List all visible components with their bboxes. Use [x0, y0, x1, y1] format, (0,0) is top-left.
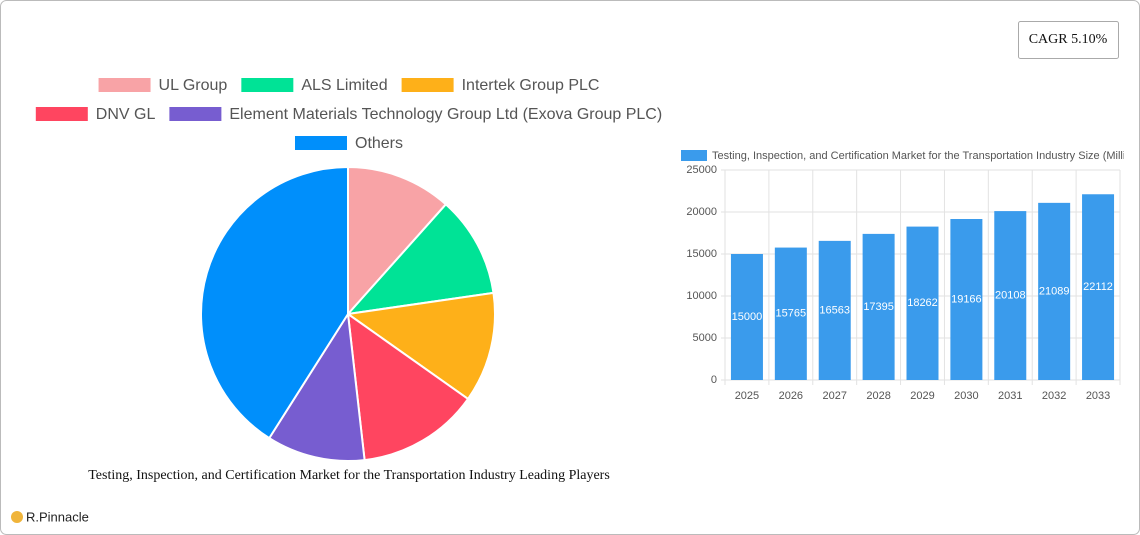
data-label: 15000 [732, 311, 763, 323]
bar [906, 226, 939, 380]
x-tick-label: 2025 [735, 390, 759, 402]
pie-slice [347, 165, 448, 317]
brand-icon [11, 511, 23, 523]
pie-slice [346, 311, 470, 462]
y-tick-label: 15000 [686, 248, 717, 260]
legend-swatch [98, 78, 151, 92]
data-label: 16563 [819, 304, 850, 316]
bar [730, 254, 763, 380]
pie-slice [345, 202, 495, 316]
pie-title: Testing, Inspection, and Certification M… [88, 468, 610, 483]
brand-text: R.Pinnacle [26, 509, 89, 524]
x-tick-label: 2027 [822, 390, 846, 402]
legend-label: UL Group [159, 77, 228, 94]
data-label: 21089 [1039, 285, 1070, 297]
legend-swatch [681, 150, 707, 161]
cagr-badge [1018, 21, 1119, 59]
legend-swatch [35, 107, 88, 121]
legend: Testing, Inspection, and Certification M… [712, 150, 1140, 162]
x-tick-label: 2032 [1042, 390, 1066, 402]
legend-row: DNV GL Element Materials Technology Group… [35, 106, 662, 123]
x-tick-label: 2030 [954, 390, 978, 402]
y-tick-label: 0 [711, 374, 717, 386]
x-tick-label: 2028 [866, 390, 890, 402]
bar [862, 233, 895, 380]
pie-slice [200, 165, 349, 440]
data-label: 18262 [907, 297, 938, 309]
legend-label: Others [355, 135, 403, 152]
y-tick-label: 5000 [693, 332, 717, 344]
y-tick-label: 20000 [686, 206, 717, 218]
x-tick-label: 2029 [910, 390, 934, 402]
bar [994, 211, 1027, 380]
legend-swatch [241, 78, 294, 92]
bar [950, 219, 983, 380]
cagr-text: CAGR 5.10% [1029, 32, 1108, 47]
legend-label: ALS Limited [301, 77, 387, 94]
legend-label: Intertek Group PLC [462, 77, 600, 94]
bar [818, 240, 851, 380]
legend-swatch [294, 136, 347, 150]
x-tick-label: 2026 [779, 390, 803, 402]
data-label: 19166 [951, 293, 982, 305]
bar [1038, 202, 1071, 380]
pie-slice [345, 291, 496, 401]
data-label: 15765 [776, 308, 807, 320]
x-tick-label: 2033 [1086, 390, 1110, 402]
legend-label: Element Materials Technology Group Ltd (… [229, 106, 662, 123]
legend-label: Testing, Inspection, and Certification M… [712, 150, 1140, 162]
bar [774, 247, 807, 380]
data-label: 20108 [995, 289, 1026, 301]
y-tick-label: 25000 [686, 164, 717, 176]
legend-label: DNV GL [96, 106, 156, 123]
y-tick-label: 10000 [686, 290, 717, 302]
legend-swatch [401, 78, 454, 92]
data-label: 17395 [863, 301, 894, 313]
legend-row: UL Group ALS Limited Intertek Group PLC [98, 77, 600, 94]
x-tick-label: 2031 [998, 390, 1022, 402]
bar [1082, 194, 1115, 380]
data-label: 22112 [1083, 281, 1113, 293]
legend-row: Others [294, 135, 403, 152]
legend-swatch [169, 107, 222, 121]
pie-slice [267, 311, 366, 462]
